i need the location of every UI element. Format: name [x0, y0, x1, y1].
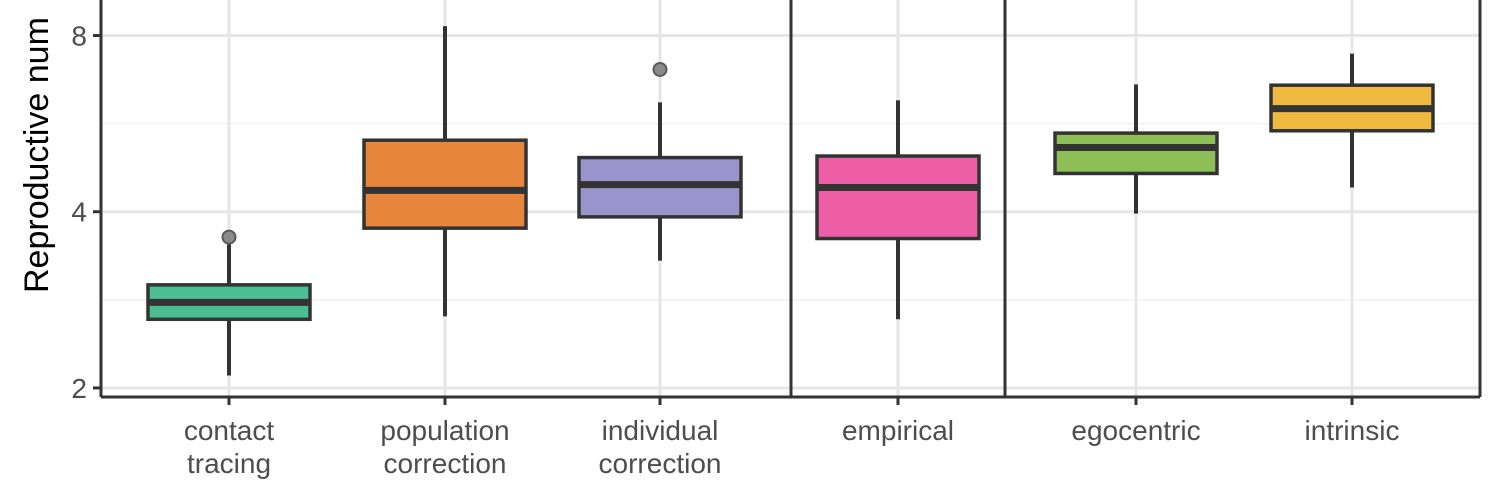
box-group: [146, 229, 312, 376]
y-tick-label: 8: [71, 21, 87, 52]
outlier-point: [221, 229, 237, 245]
box-group: [362, 26, 528, 317]
x-category-label-line: tracing: [187, 448, 271, 479]
x-category-label-line: empirical: [842, 415, 954, 446]
x-category-label-line: population: [380, 415, 509, 446]
x-category-label-line: contact: [184, 415, 274, 446]
box-iqr: [1053, 131, 1219, 176]
box-group: [1269, 53, 1435, 188]
box-group: [577, 61, 743, 261]
separator-layer: [789, 0, 1007, 397]
x-category-label: intrinsic: [1305, 415, 1400, 446]
outlier-point: [652, 61, 668, 77]
box-iqr: [362, 138, 528, 230]
x-category-label-line: correction: [599, 448, 722, 479]
x-category-label-line: egocentric: [1071, 415, 1200, 446]
x-category-label-line: correction: [384, 448, 507, 479]
x-category-label: population correction: [380, 415, 509, 479]
x-category-label: empirical: [842, 415, 954, 446]
y-tick-label: 4: [71, 197, 87, 228]
x-category-label-line: individual: [602, 415, 719, 446]
y-axis-title: Reproductive num: [18, 17, 56, 293]
box-group: [1053, 84, 1219, 214]
box-group: [815, 100, 981, 320]
box-layer: [146, 26, 1435, 376]
box-iqr: [815, 154, 981, 241]
x-category-label-line: intrinsic: [1305, 415, 1400, 446]
y-tick-label: 2: [71, 373, 87, 404]
x-category-label: contact tracing: [184, 415, 274, 479]
x-category-label: individual correction: [599, 415, 722, 479]
x-category-label: egocentric: [1071, 415, 1200, 446]
